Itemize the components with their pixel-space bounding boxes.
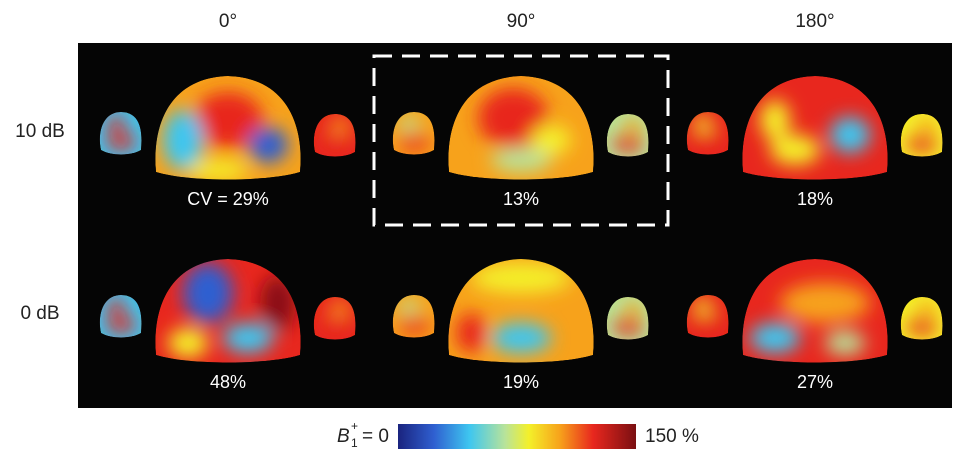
map-spot (612, 319, 644, 335)
cv-label: 13% (503, 189, 539, 209)
map-spot (750, 323, 800, 353)
column-header: 0° (219, 11, 237, 32)
colorbar-min-label: = 0 (362, 426, 389, 447)
map-spot (825, 331, 865, 355)
cv-label: 27% (797, 372, 833, 392)
map-spot (398, 134, 430, 150)
map-spot (623, 118, 643, 134)
cv-label: 18% (797, 189, 833, 209)
map-spot (330, 118, 350, 134)
cv-label: 19% (503, 372, 539, 392)
map-spot (693, 299, 713, 315)
colorbar (398, 424, 636, 449)
map-spot (692, 134, 724, 150)
map-spot (398, 317, 430, 333)
column-header: 180° (795, 11, 834, 32)
map-spot (456, 313, 486, 353)
map-spot (106, 299, 126, 315)
map-spot (471, 263, 571, 293)
map-spot (168, 328, 208, 358)
map-spot (330, 301, 350, 317)
row-label: 0 dB (20, 303, 59, 324)
map-spot (183, 263, 233, 323)
map-spot (693, 116, 713, 132)
map-spot (399, 116, 419, 132)
colorbar-superscript: + (351, 419, 358, 433)
map-spot (248, 127, 288, 163)
cv-label: CV = 29% (187, 189, 269, 209)
figure: 0° 90° 180° 10 dB 0 dB CV = 29% 13% 18% … (0, 0, 969, 451)
map-spot (612, 136, 644, 152)
column-header: 90° (507, 11, 536, 32)
map-spot (188, 160, 248, 180)
cv-label: 48% (210, 372, 246, 392)
map-spot (830, 117, 870, 153)
map-spot (917, 301, 937, 317)
map-spot (319, 136, 351, 152)
map-spot (105, 317, 137, 333)
colorbar-symbol: B (337, 426, 350, 447)
map-spot (105, 134, 137, 150)
map-spot (491, 323, 551, 353)
map-spot (623, 301, 643, 317)
map-spot (106, 116, 126, 132)
map-spot (491, 148, 551, 172)
map-spot (917, 118, 937, 134)
map-spot (692, 317, 724, 333)
map-spot (780, 283, 870, 323)
colorbar-max-label: 150 % (645, 426, 699, 447)
map-spot (319, 319, 351, 335)
map-spot (906, 136, 938, 152)
colorbar-subscript: 1 (351, 436, 358, 450)
page: 0° 90° 180° 10 dB 0 dB CV = 29% 13% 18% … (0, 0, 969, 451)
map-spot (163, 110, 203, 170)
map-spot (760, 100, 790, 140)
map-spot (906, 319, 938, 335)
map-spot (223, 323, 273, 353)
map-spot (399, 299, 419, 315)
row-label: 10 dB (15, 121, 65, 142)
